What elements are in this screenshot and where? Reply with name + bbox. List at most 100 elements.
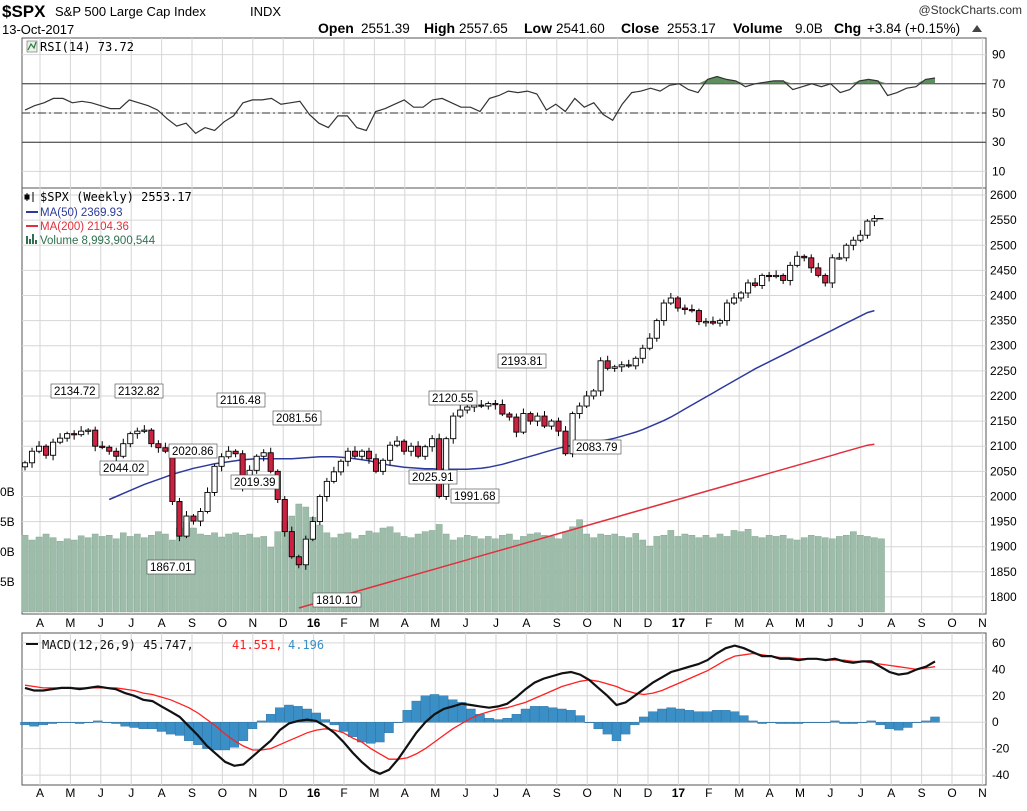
volume-bar <box>857 535 864 613</box>
down-candle <box>822 274 829 284</box>
macd-histogram-bar <box>566 710 576 723</box>
volume-axis-label: 5B <box>0 515 15 529</box>
macd-histogram-bar <box>557 708 567 723</box>
macd-histogram-bar <box>357 722 367 743</box>
macd-histogram-bar <box>165 722 176 735</box>
down-candle <box>155 443 162 449</box>
volume-bar <box>850 531 857 613</box>
macd-histogram-bar <box>484 718 494 723</box>
down-candle <box>295 556 302 566</box>
rsi-indicator-icon <box>26 40 38 53</box>
down-candle <box>688 309 695 312</box>
down-candle <box>780 274 787 281</box>
volume-bar <box>492 538 499 613</box>
price-annotation-label: 2134.72 <box>54 386 96 398</box>
volume-bar <box>393 532 401 613</box>
price-x-tick-label: A <box>887 616 895 630</box>
low-value: 2541.60 <box>556 21 605 36</box>
up-candle <box>773 274 780 278</box>
macd-histogram-bar <box>511 714 522 723</box>
price-annotation-box <box>168 443 218 459</box>
volume-bar <box>871 537 878 613</box>
down-candle <box>267 452 274 472</box>
up-candle <box>576 405 583 415</box>
macd-histogram-bar <box>129 722 139 728</box>
volume-bar <box>878 538 885 613</box>
macd-histogram-bar <box>93 720 103 723</box>
volume-bars-icon <box>26 234 37 244</box>
volume-bar <box>288 515 296 613</box>
volume-bar <box>232 532 239 613</box>
volume-bar <box>646 545 654 613</box>
macd-histogram-bar <box>575 715 585 723</box>
price-legend: $SPX (Weekly) 2553.17 MA(50) 2369.93 MA(… <box>24 190 192 247</box>
macd-histogram-bar <box>120 722 130 727</box>
macd-x-tick-label: 16 <box>307 786 321 800</box>
up-candle <box>408 445 415 452</box>
macd-line <box>24 644 936 776</box>
price-x-tick-label: O <box>947 616 956 630</box>
volume-bar <box>541 535 548 613</box>
macd-histogram-bar <box>593 722 603 730</box>
stockcharts-watermark[interactable]: @StockCharts.com <box>918 3 1022 17</box>
price-y-tick-label: 2150 <box>990 414 1017 428</box>
macd-histogram-bar <box>893 722 904 731</box>
volume-bar <box>807 535 815 613</box>
volume-bar <box>246 533 253 613</box>
macd-x-tick-label: J <box>858 786 864 800</box>
volume-bar <box>583 533 590 613</box>
macd-histogram-bar <box>29 722 39 727</box>
macd-histogram-bar <box>602 722 613 735</box>
macd-histogram-bar <box>156 722 167 732</box>
up-candle <box>660 302 667 322</box>
close-value: 2553.17 <box>667 21 716 36</box>
down-candle <box>71 433 78 436</box>
volume-bar <box>548 536 555 613</box>
volume-bar <box>134 533 141 613</box>
moving-average-layer <box>108 309 875 609</box>
rsi-line <box>24 75 936 135</box>
macd-histogram-bar <box>83 722 94 723</box>
macd-histogram-bar <box>730 711 740 723</box>
up-candle <box>737 292 745 299</box>
volume-bar <box>470 536 478 613</box>
macd-histogram-bar <box>238 722 249 741</box>
up-candle <box>520 413 527 433</box>
axis-labels-layer: A A M M J J J J A A S S O O N N D D 16 16 F F M M A A M M J J J J A A S S O O… <box>0 48 1017 800</box>
macd-x-tick-label: M <box>734 786 744 800</box>
volume-bar <box>674 536 682 613</box>
macd-x-tick-label: A <box>36 786 44 800</box>
macd-histogram-bar <box>366 722 376 744</box>
price-x-tick-label: F <box>340 616 347 630</box>
down-candle <box>527 413 534 422</box>
up-candle <box>127 433 134 445</box>
macd-histogram-bar <box>802 722 813 723</box>
ma200-legend-text: MA(200) 2104.36 <box>40 221 129 233</box>
price-y-tick-label: 2200 <box>990 389 1017 403</box>
macd-x-tick-label: S <box>553 786 561 800</box>
macd-histogram-bar <box>675 708 685 723</box>
volume-bar <box>709 537 717 613</box>
macd-histogram-bar <box>930 716 940 723</box>
up-candle <box>850 239 857 246</box>
macd-histogram-bar <box>903 722 913 728</box>
up-candle <box>260 452 267 457</box>
down-candle <box>176 501 183 537</box>
down-candle <box>555 420 562 432</box>
volume-bar <box>358 535 366 613</box>
down-candle <box>92 429 99 447</box>
price-annotation-label: 1867.01 <box>150 562 192 574</box>
up-candle <box>667 297 674 304</box>
volume-bar <box>56 541 64 613</box>
annotation-layer: 2134.72 2132.82 2044.02 2020.86 2116.48 2019.… <box>50 353 622 608</box>
volume-bar <box>506 533 513 613</box>
ticker-symbol[interactable]: $SPX <box>2 2 46 21</box>
volume-value: 9.0B <box>795 21 823 36</box>
down-candle <box>695 310 702 323</box>
macd-x-tick-label: M <box>795 786 805 800</box>
price-x-tick-label: 17 <box>672 616 686 630</box>
volume-bar <box>681 533 689 613</box>
up-candle <box>611 366 618 369</box>
down-candle <box>478 404 485 407</box>
up-candle <box>218 456 225 467</box>
